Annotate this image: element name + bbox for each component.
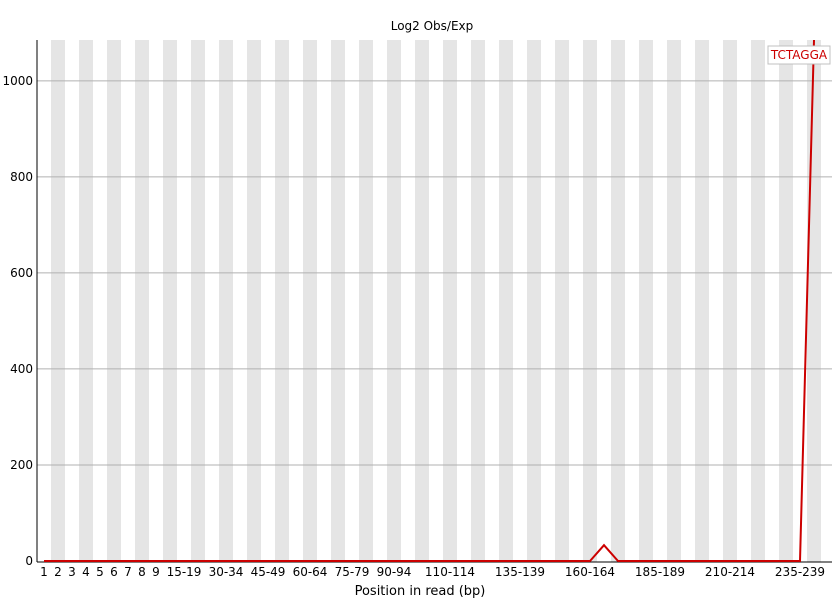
background-band — [51, 40, 65, 562]
x-tick-labels: 1 2 3 4 5 6 7 8 9 15-19 30-34 45-49 60-64 75-79 90-94 1… — [40, 565, 825, 579]
x-tick-label: 5 — [96, 565, 104, 579]
x-tick-label: 9 — [152, 565, 160, 579]
background-band — [695, 40, 709, 562]
legend-entry: TCTAGGA — [770, 48, 828, 62]
x-tick-label: 90-94 — [377, 565, 412, 579]
x-tick-label: 110-114 — [425, 565, 475, 579]
x-tick-label: 185-189 — [635, 565, 685, 579]
background-band — [107, 40, 121, 562]
x-tick-label: 160-164 — [565, 565, 615, 579]
background-band — [639, 40, 653, 562]
x-tick-label: 3 — [68, 565, 76, 579]
background-band — [611, 40, 625, 562]
x-tick-label: 4 — [82, 565, 90, 579]
y-tick-label: 800 — [10, 170, 33, 184]
y-tick-label: 0 — [25, 554, 33, 568]
background-band — [807, 40, 821, 562]
legend-box — [767, 45, 831, 65]
background-band — [751, 40, 765, 562]
legend: TCTAGGA — [767, 45, 831, 65]
background-band — [219, 40, 233, 562]
background-band — [359, 40, 373, 562]
y-tick-label: 1000 — [2, 74, 33, 88]
background-bands — [51, 40, 821, 562]
x-tick-label: 45-49 — [251, 565, 286, 579]
y-tick-label: 600 — [10, 266, 33, 280]
x-tick-label: 2 — [54, 565, 62, 579]
background-band — [163, 40, 177, 562]
background-band — [275, 40, 289, 562]
background-band — [79, 40, 93, 562]
y-tick-label: 200 — [10, 458, 33, 472]
x-tick-label: 30-34 — [209, 565, 244, 579]
series-line — [44, 39, 815, 562]
x-tick-label: 60-64 — [293, 565, 328, 579]
background-band — [667, 40, 681, 562]
x-tick-label: 8 — [138, 565, 146, 579]
background-band — [443, 40, 457, 562]
x-tick-label: 15-19 — [167, 565, 202, 579]
x-axis-label: Position in read (bp) — [355, 584, 486, 599]
x-tick-label: 235-239 — [775, 565, 825, 579]
background-band — [499, 40, 513, 562]
background-band — [471, 40, 485, 562]
gridlines — [37, 80, 832, 466]
x-tick-label: 210-214 — [705, 565, 755, 579]
background-band — [331, 40, 345, 562]
x-tick-label: 135-139 — [495, 565, 545, 579]
background-band — [555, 40, 569, 562]
y-tick-label: 400 — [10, 362, 33, 376]
background-band — [723, 40, 737, 562]
background-band — [583, 40, 597, 562]
series-lines — [44, 39, 815, 562]
x-tick-label: 6 — [110, 565, 118, 579]
chart-title: Log2 Obs/Exp — [391, 19, 474, 33]
y-tick-labels: 0 200 400 600 800 1000 — [2, 74, 33, 568]
background-band — [191, 40, 205, 562]
background-band — [415, 40, 429, 562]
x-tick-label: 7 — [124, 565, 132, 579]
background-band — [527, 40, 541, 562]
background-band — [247, 40, 261, 562]
background-band — [303, 40, 317, 562]
background-band — [135, 40, 149, 562]
axes — [36, 40, 832, 563]
background-band — [779, 40, 793, 562]
x-tick-label: 1 — [40, 565, 48, 579]
background-band — [387, 40, 401, 562]
x-tick-label: 75-79 — [335, 565, 370, 579]
